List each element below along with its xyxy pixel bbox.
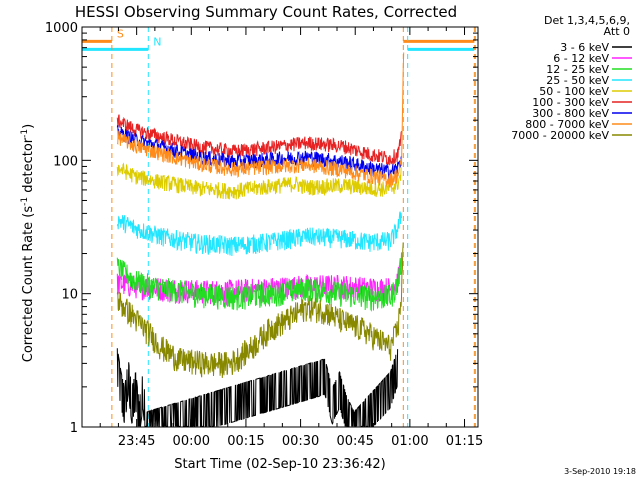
legend-title-line: Det 1,3,4,5,6,9, bbox=[544, 14, 630, 27]
legend-label: 50 - 100 keV bbox=[539, 85, 609, 98]
footer-date: 3-Sep-2010 19:18 bbox=[564, 467, 636, 476]
legend-label: 12 - 25 keV bbox=[546, 63, 609, 76]
y-axis-label: Corrected Count Rate (s-1 detector-1) bbox=[20, 124, 36, 362]
y-axis-label-part: -1 bbox=[20, 129, 30, 138]
y-axis-label-part: ) bbox=[21, 124, 36, 129]
y-axis: 1 10 100 1000 bbox=[45, 21, 478, 436]
series-line-4 bbox=[116, 162, 402, 200]
legend-label: 300 - 800 keV bbox=[532, 107, 609, 120]
y-tick-label: 1000 bbox=[45, 21, 78, 36]
x-axis: 23:45 00:00 00:15 00:30 00:45 01:00 01:15 bbox=[81, 27, 483, 449]
x-tick-label: 00:15 bbox=[227, 434, 264, 449]
y-axis-label-part: Corrected Count Rate (s bbox=[21, 206, 36, 363]
legend-label: 6 - 12 keV bbox=[553, 52, 609, 65]
x-tick-label: 23:45 bbox=[118, 434, 155, 449]
flag-n-label: N bbox=[153, 35, 161, 48]
series-line-8 bbox=[116, 242, 404, 379]
y-tick-label: 10 bbox=[61, 288, 78, 303]
legend-label: 800 - 7000 keV bbox=[525, 118, 609, 131]
series-line-0 bbox=[116, 348, 399, 427]
y-axis-label-part: -1 bbox=[20, 197, 30, 206]
x-tick-label: 01:00 bbox=[391, 434, 428, 449]
series-line-6 bbox=[116, 124, 402, 181]
flags-layer: SN bbox=[82, 27, 476, 427]
y-tick-label: 100 bbox=[53, 154, 78, 169]
x-tick-label: 01:15 bbox=[446, 434, 483, 449]
x-tick-label: 00:45 bbox=[336, 434, 373, 449]
plot-frame bbox=[81, 26, 479, 428]
legend-label: 25 - 50 keV bbox=[546, 74, 609, 87]
legend-label: 100 - 300 keV bbox=[532, 96, 609, 109]
series-line-3 bbox=[116, 211, 402, 257]
series-line-7 bbox=[116, 52, 405, 188]
x-tick-label: 00:30 bbox=[282, 434, 319, 449]
series-layer bbox=[116, 52, 405, 427]
y-axis-label-part: detector bbox=[21, 137, 36, 197]
legend-label: 7000 - 20000 keV bbox=[511, 129, 609, 142]
chart-title: HESSI Observing Summary Count Rates, Cor… bbox=[75, 3, 457, 21]
legend-label: 3 - 6 keV bbox=[560, 41, 609, 54]
series-line-2 bbox=[116, 252, 402, 312]
y-tick-label: 1 bbox=[70, 421, 78, 436]
series-line-5 bbox=[116, 114, 402, 166]
x-axis-label: Start Time (02-Sep-10 23:36:42) bbox=[174, 457, 385, 472]
x-tick-label: 00:00 bbox=[173, 434, 210, 449]
legend-title-line: Att 0 bbox=[604, 25, 630, 38]
flag-s-label: S bbox=[117, 27, 124, 40]
axes-frame bbox=[81, 26, 479, 428]
